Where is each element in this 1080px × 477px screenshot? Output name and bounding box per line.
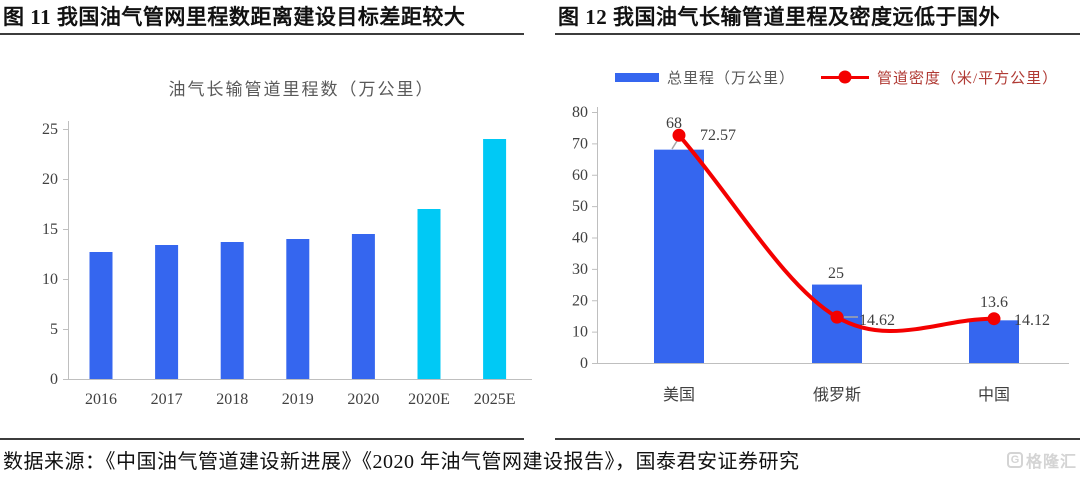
bar-value-label: 68 — [666, 115, 682, 132]
y-tick-label: 60 — [572, 167, 588, 184]
country-comparison-chart: 0 10 20 30 40 50 60 70 80 美国 俄罗斯 中国 68 25 13.6 72.57 14.… — [572, 104, 1069, 404]
bar-2018 — [220, 242, 244, 379]
category-label: 美国 — [663, 386, 695, 404]
category-label: 2019 — [282, 391, 314, 408]
bar-value-label: 25 — [828, 265, 844, 282]
category-label: 2016 — [85, 391, 117, 408]
bar-2016 — [89, 252, 113, 379]
y-tick-label: 70 — [572, 135, 588, 152]
legend-line-label: 管道密度（米/平方公里） — [877, 70, 1059, 87]
data-source-footer: 数据来源：《中国油气管道建设新进展》《2020 年油气管网建设报告》，国泰君安证… — [3, 451, 800, 473]
figure11-bottom-rule — [0, 438, 524, 440]
density-point-美国 — [672, 128, 686, 142]
gelonghui-icon: G — [1006, 452, 1023, 468]
legend-bar-swatch-icon — [615, 72, 659, 82]
y-tick-label: 20 — [42, 171, 58, 188]
y-tick-label: 15 — [42, 221, 58, 238]
category-label: 2020E — [408, 391, 450, 408]
density-point-俄罗斯 — [830, 310, 844, 324]
figure12-header: 图 12 我国油气长输管道里程及密度远低于国外 — [555, 2, 1080, 35]
category-label: 中国 — [978, 386, 1010, 404]
figure12-bottom-rule — [555, 438, 1080, 440]
bar-2019 — [286, 239, 310, 379]
legend-bar-label: 总里程（万公里） — [667, 70, 796, 87]
category-label: 2017 — [151, 391, 183, 408]
watermark-logo: G 格隆汇 — [1006, 448, 1077, 472]
chart1-title: 油气长输管道里程数（万公里） — [168, 80, 435, 99]
density-point-中国 — [987, 312, 1001, 326]
y-tick-label: 10 — [42, 271, 58, 288]
category-label: 俄罗斯 — [813, 386, 861, 404]
category-label: 2025E — [474, 391, 516, 408]
bar-2020E — [417, 209, 441, 379]
legend-line-item: 管道密度（米/平方公里） — [795, 67, 1058, 88]
y-tick-label: 10 — [572, 324, 588, 341]
line-value-label: 72.57 — [700, 127, 736, 144]
chart2-legend: 总里程（万公里） 管道密度（米/平方公里） — [615, 67, 1058, 88]
bar-value-label: 13.6 — [980, 294, 1008, 311]
y-tick-label: 30 — [572, 261, 588, 278]
y-tick-label: 25 — [42, 121, 58, 138]
bar-2017 — [155, 245, 179, 379]
legend-bar-item: 总里程（万公里） — [615, 67, 795, 88]
figure11-header: 图 11 我国油气管网里程数距离建设目标差距较大 — [0, 2, 524, 35]
legend-dot-icon — [838, 70, 852, 84]
legend-line-swatch-icon — [821, 70, 870, 84]
chart2-column: 总里程（万公里） 管道密度（米/平方公里） 0 10 20 30 40 50 60 70 80 美… — [553, 37, 1080, 440]
y-tick-label: 50 — [572, 198, 588, 215]
bar-2020 — [351, 234, 375, 379]
y-tick-label: 40 — [572, 230, 588, 247]
line-value-label: 14.12 — [1014, 312, 1050, 329]
y-tick-label: 20 — [572, 292, 588, 309]
y-tick-label: 80 — [572, 104, 588, 121]
mileage-bar-chart: 0 5 10 15 20 25 2016 2017 2018 2019 2020 2020E 2025E — [42, 121, 532, 408]
leader-line — [671, 140, 678, 150]
y-tick-label: 0 — [580, 355, 588, 372]
category-label: 2020 — [347, 391, 379, 408]
y-tick-label: 5 — [50, 321, 58, 338]
category-label: 2018 — [216, 391, 248, 408]
watermark-text: 格隆汇 — [1025, 454, 1077, 471]
y-tick-label: 0 — [50, 371, 58, 388]
chart1-column: 0 5 10 15 20 25 2016 2017 2018 2019 2020 2020E 2025E… — [0, 37, 537, 440]
bar-中国 — [969, 320, 1019, 363]
bar-美国 — [654, 149, 704, 363]
line-value-label: 14.62 — [859, 312, 895, 329]
bar-2025E — [483, 139, 507, 379]
